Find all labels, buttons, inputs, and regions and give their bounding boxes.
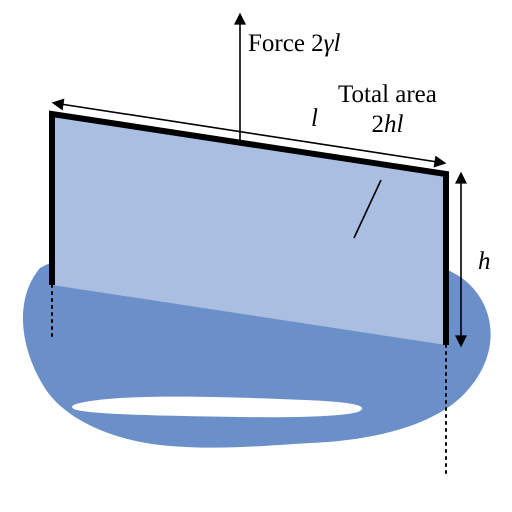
force-l: l (334, 30, 341, 57)
area-label: Total area 2hl (338, 81, 437, 138)
area-line1: Total area (338, 81, 437, 109)
length-l-label: l (311, 105, 318, 133)
area-hl: hl (384, 111, 403, 138)
force-text: Force 2 (248, 30, 324, 57)
force-gamma: γ (324, 30, 334, 57)
force-label: Force 2γl (248, 30, 340, 58)
area-two: 2 (371, 111, 384, 138)
height-h-label: h (478, 248, 491, 276)
